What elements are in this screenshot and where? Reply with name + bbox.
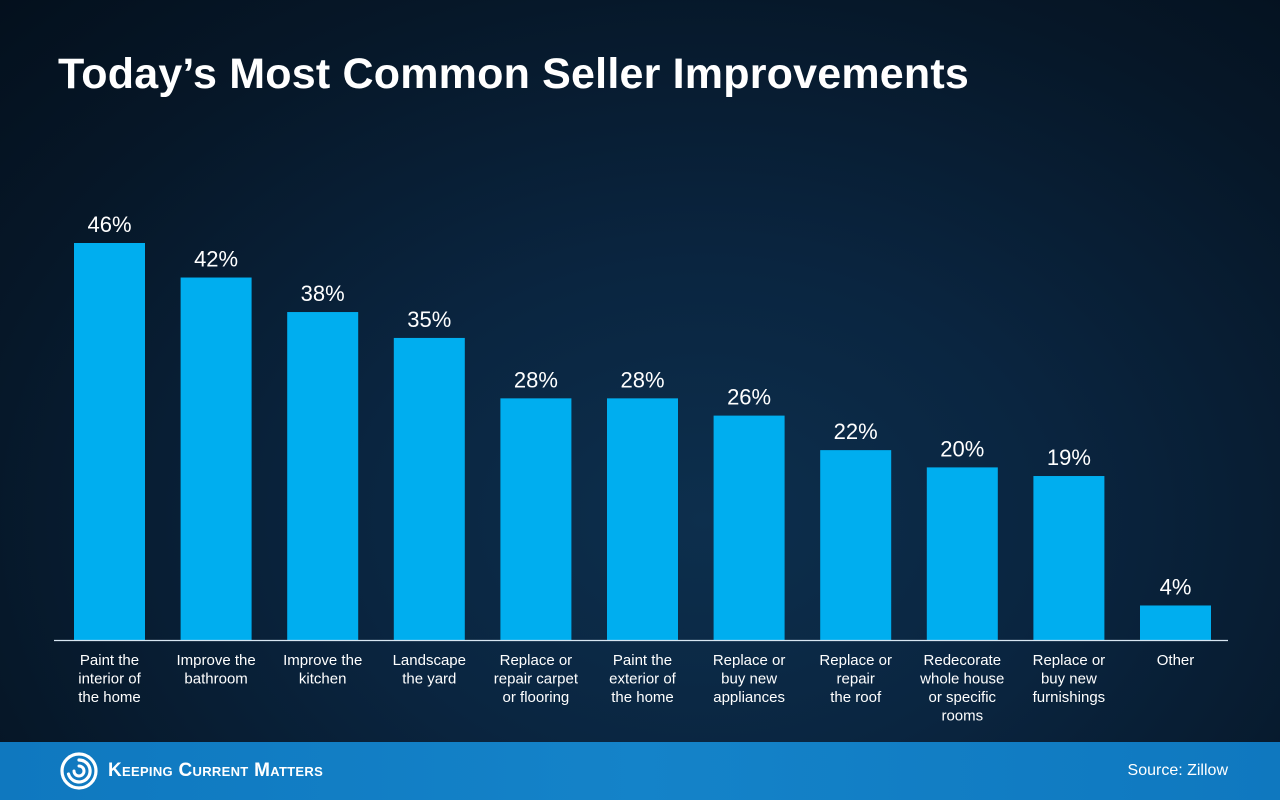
- bar: [926, 467, 998, 640]
- category-label: Paint the interior of the home: [78, 652, 141, 706]
- data-label: 20%: [940, 436, 984, 461]
- bar: [287, 312, 359, 640]
- data-label: 4%: [1160, 574, 1192, 599]
- data-label: 38%: [301, 281, 345, 306]
- bar: [74, 243, 145, 640]
- bar: [393, 337, 465, 640]
- data-label: 26%: [727, 385, 771, 410]
- data-label: 28%: [514, 367, 558, 392]
- category-label: Redecorate whole house or specific rooms: [919, 652, 1004, 725]
- category-label: Paint the exterior of the home: [609, 652, 677, 706]
- data-label: 22%: [834, 419, 878, 444]
- bar: [1033, 476, 1105, 640]
- brand-logo[interactable]: Keeping Current Matters: [60, 752, 323, 790]
- brand-name: Keeping Current Matters: [108, 760, 324, 781]
- bar: [713, 415, 785, 640]
- bar: [607, 398, 678, 640]
- bar: [180, 277, 252, 640]
- bar-chart: 46% Paint the interior of the home 42% Improv…: [54, 212, 1228, 725]
- category-label: Improve the bathroom: [176, 652, 255, 688]
- category-label: Landscape the yard: [393, 652, 466, 688]
- source-note: Source: Zillow: [1127, 762, 1228, 779]
- data-label: 28%: [620, 367, 664, 392]
- category-label: Replace or repair carpet or flooring: [494, 652, 579, 706]
- data-label: 35%: [407, 307, 451, 332]
- bar: [500, 398, 572, 640]
- category-label: Replace or repair the roof: [819, 652, 892, 706]
- data-label: 46%: [87, 212, 131, 237]
- category-label: Replace or buy new furnishings: [1033, 652, 1106, 706]
- data-label: 19%: [1047, 445, 1091, 470]
- category-label: Other: [1157, 652, 1195, 669]
- bar: [1140, 605, 1211, 640]
- data-label: 42%: [194, 247, 238, 272]
- bar: [820, 450, 892, 640]
- footer-band: Keeping Current Matters Source: Zillow: [0, 742, 1280, 800]
- kcm-swirl-icon: [60, 752, 98, 790]
- category-label: Improve the kitchen: [283, 652, 362, 688]
- chart-title: Today’s Most Common Seller Improvements: [58, 50, 969, 98]
- category-label: Replace or buy new appliances: [713, 652, 786, 706]
